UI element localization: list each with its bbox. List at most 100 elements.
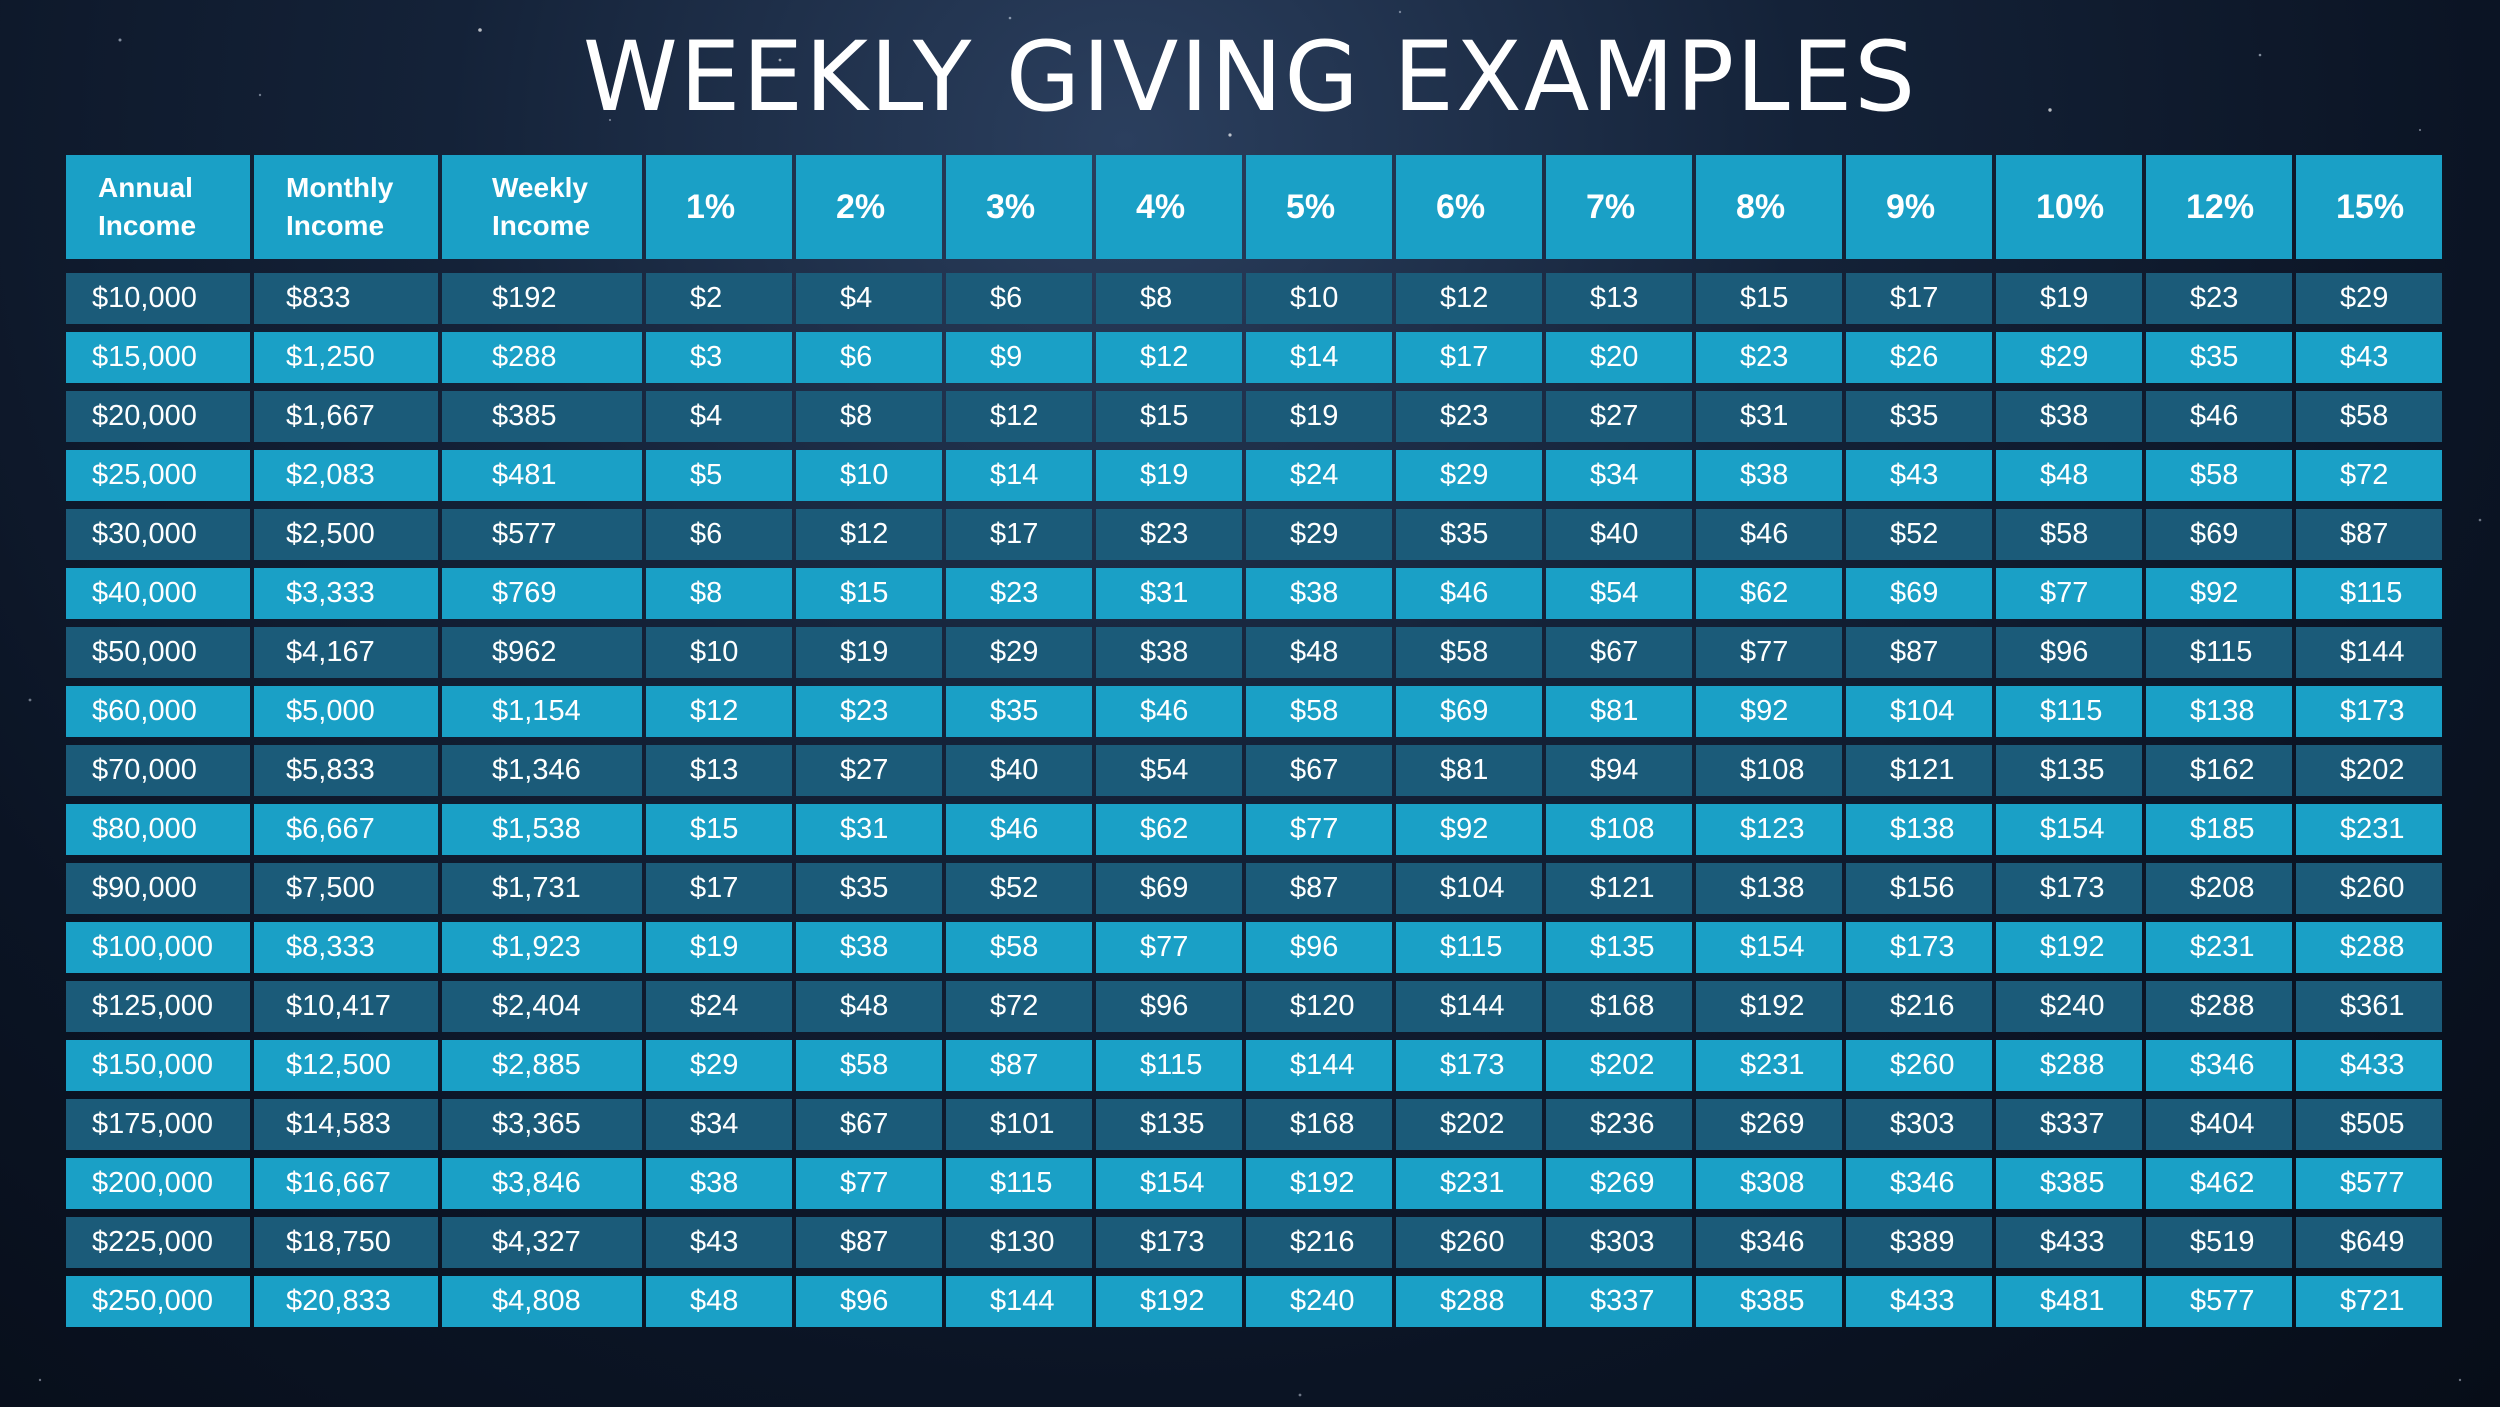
- giving-amount-cell: $138: [2146, 686, 2292, 737]
- annual-income-cell: $80,000: [66, 804, 250, 855]
- giving-amount-cell: $52: [1846, 509, 1992, 560]
- giving-amount-cell: $69: [1396, 686, 1542, 737]
- giving-amount-cell: $38: [796, 922, 942, 973]
- giving-amount-cell: $202: [1396, 1099, 1542, 1150]
- giving-amount-cell: $144: [2296, 627, 2442, 678]
- giving-amount-cell: $19: [796, 627, 942, 678]
- giving-amount-cell: $48: [1996, 450, 2142, 501]
- giving-amount-cell: $15: [1696, 273, 1842, 324]
- giving-amount-cell: $5: [646, 450, 792, 501]
- giving-amount-cell: $8: [1096, 273, 1242, 324]
- giving-amount-cell: $389: [1846, 1217, 1992, 1268]
- giving-amount-cell: $12: [1096, 332, 1242, 383]
- giving-amount-cell: $231: [1696, 1040, 1842, 1091]
- giving-amount-cell: $23: [1396, 391, 1542, 442]
- giving-amount-cell: $721: [2296, 1276, 2442, 1327]
- giving-amount-cell: $58: [2146, 450, 2292, 501]
- giving-amount-cell: $77: [1996, 568, 2142, 619]
- giving-amount-cell: $144: [946, 1276, 1092, 1327]
- giving-amount-cell: $58: [946, 922, 1092, 973]
- giving-amount-cell: $130: [946, 1217, 1092, 1268]
- giving-amount-cell: $77: [796, 1158, 942, 1209]
- giving-amount-cell: $19: [1246, 391, 1392, 442]
- giving-amount-cell: $29: [646, 1040, 792, 1091]
- giving-amount-cell: $192: [1996, 922, 2142, 973]
- giving-amount-cell: $462: [2146, 1158, 2292, 1209]
- giving-amount-cell: $115: [1096, 1040, 1242, 1091]
- giving-amount-cell: $24: [1246, 450, 1392, 501]
- giving-amount-cell: $6: [946, 273, 1092, 324]
- weekly-income-cell: $1,731: [442, 863, 642, 914]
- annual-income-cell: $200,000: [66, 1158, 250, 1209]
- giving-amount-cell: $35: [946, 686, 1092, 737]
- annual-income-cell: $90,000: [66, 863, 250, 914]
- giving-amount-cell: $173: [1996, 863, 2142, 914]
- giving-amount-cell: $29: [946, 627, 1092, 678]
- monthly-income-cell: $8,333: [254, 922, 438, 973]
- weekly-income-cell: $3,846: [442, 1158, 642, 1209]
- giving-amount-cell: $9: [946, 332, 1092, 383]
- giving-amount-cell: $108: [1696, 745, 1842, 796]
- weekly-income-cell: $2,404: [442, 981, 642, 1032]
- giving-amount-cell: $260: [1846, 1040, 1992, 1091]
- monthly-income-cell: $7,500: [254, 863, 438, 914]
- giving-amount-cell: $87: [1846, 627, 1992, 678]
- giving-amount-cell: $38: [1996, 391, 2142, 442]
- giving-amount-cell: $67: [796, 1099, 942, 1150]
- giving-amount-cell: $81: [1396, 745, 1542, 796]
- giving-amount-cell: $12: [646, 686, 792, 737]
- giving-amount-cell: $156: [1846, 863, 1992, 914]
- giving-amount-cell: $43: [1846, 450, 1992, 501]
- weekly-income-cell: $1,154: [442, 686, 642, 737]
- giving-amount-cell: $115: [2296, 568, 2442, 619]
- giving-amount-cell: $31: [796, 804, 942, 855]
- giving-amount-cell: $208: [2146, 863, 2292, 914]
- giving-amount-cell: $236: [1546, 1099, 1692, 1150]
- giving-amount-cell: $43: [646, 1217, 792, 1268]
- giving-amount-cell: $48: [796, 981, 942, 1032]
- giving-amount-cell: $96: [1996, 627, 2142, 678]
- giving-amount-cell: $38: [1246, 568, 1392, 619]
- annual-income-cell: $20,000: [66, 391, 250, 442]
- giving-amount-cell: $17: [646, 863, 792, 914]
- giving-amount-cell: $46: [1396, 568, 1542, 619]
- giving-amount-cell: $168: [1246, 1099, 1392, 1150]
- giving-amount-cell: $23: [946, 568, 1092, 619]
- monthly-income-cell: $2,500: [254, 509, 438, 560]
- giving-amount-cell: $385: [1996, 1158, 2142, 1209]
- giving-amount-cell: $505: [2296, 1099, 2442, 1150]
- giving-amount-cell: $24: [646, 981, 792, 1032]
- giving-amount-cell: $54: [1096, 745, 1242, 796]
- weekly-income-cell: $2,885: [442, 1040, 642, 1091]
- giving-amount-cell: $115: [946, 1158, 1092, 1209]
- weekly-income-cell: $481: [442, 450, 642, 501]
- giving-amount-cell: $162: [2146, 745, 2292, 796]
- giving-amount-cell: $192: [1096, 1276, 1242, 1327]
- weekly-income-cell: $4,327: [442, 1217, 642, 1268]
- giving-amount-cell: $12: [1396, 273, 1542, 324]
- giving-amount-cell: $202: [2296, 745, 2442, 796]
- giving-amount-cell: $144: [1246, 1040, 1392, 1091]
- giving-amount-cell: $8: [796, 391, 942, 442]
- giving-amount-cell: $81: [1546, 686, 1692, 737]
- giving-amount-cell: $96: [1096, 981, 1242, 1032]
- giving-amount-cell: $58: [1246, 686, 1392, 737]
- giving-amount-cell: $58: [1396, 627, 1542, 678]
- giving-amount-cell: $35: [1396, 509, 1542, 560]
- monthly-income-cell: $1,667: [254, 391, 438, 442]
- giving-amount-cell: $38: [646, 1158, 792, 1209]
- monthly-income-cell: $833: [254, 273, 438, 324]
- giving-amount-cell: $14: [1246, 332, 1392, 383]
- giving-amount-cell: $269: [1546, 1158, 1692, 1209]
- giving-amount-cell: $346: [1846, 1158, 1992, 1209]
- weekly-income-cell: $962: [442, 627, 642, 678]
- giving-amount-cell: $115: [2146, 627, 2292, 678]
- annual-income-cell: $10,000: [66, 273, 250, 324]
- giving-amount-cell: $138: [1696, 863, 1842, 914]
- giving-amount-cell: $10: [1246, 273, 1392, 324]
- header-pct-10: 10%: [1996, 155, 2142, 259]
- giving-amount-cell: $34: [1546, 450, 1692, 501]
- giving-amount-cell: $12: [796, 509, 942, 560]
- giving-amount-cell: $10: [646, 627, 792, 678]
- giving-amount-cell: $649: [2296, 1217, 2442, 1268]
